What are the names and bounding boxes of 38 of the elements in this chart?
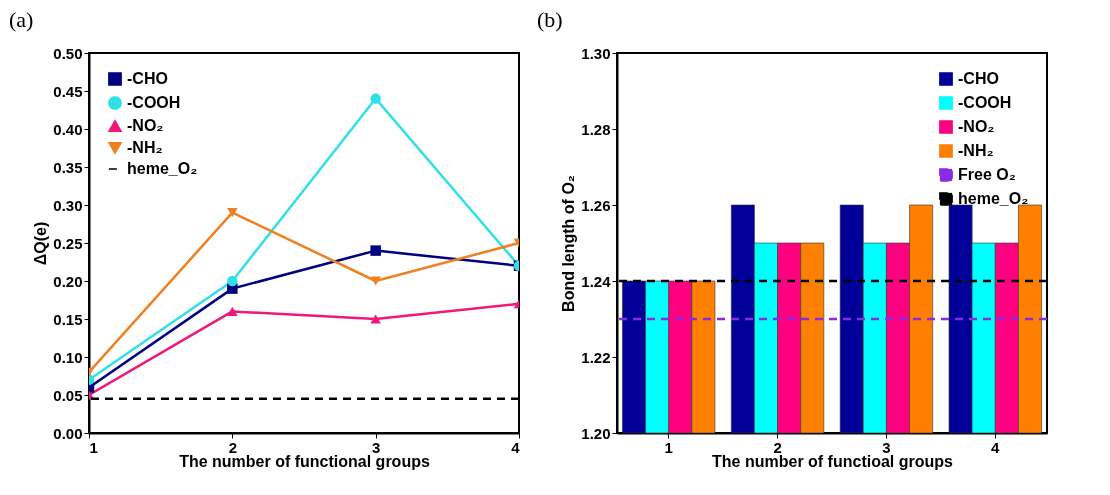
legend-label: -NO₂ bbox=[958, 118, 995, 135]
y-tick-label: 0.35 bbox=[53, 158, 83, 176]
y-tick-label: 1.26 bbox=[581, 196, 611, 214]
y-tick-label: 0.00 bbox=[53, 424, 83, 442]
y-tick-label: 1.28 bbox=[581, 120, 611, 138]
legend-label: -COOH bbox=[127, 94, 181, 111]
legend-label: -CHO bbox=[958, 70, 999, 87]
y-tick-label: 0.30 bbox=[53, 196, 83, 214]
legend-label: -NH₂ bbox=[958, 142, 994, 159]
y-tick-label: 1.22 bbox=[581, 348, 611, 366]
y-tick-label: 0.40 bbox=[53, 120, 83, 138]
x-tick-label: 4 bbox=[991, 438, 1001, 456]
legend-label: heme_O₂ bbox=[127, 160, 198, 177]
legend-label: -CHO bbox=[127, 70, 168, 87]
y-tick-label: 0.05 bbox=[53, 386, 83, 404]
y-tick-label: 0.45 bbox=[53, 82, 83, 100]
y-tick-label: 0.20 bbox=[53, 272, 83, 290]
y-tick-label: 0.15 bbox=[53, 310, 83, 328]
legend-label: -NH₂ bbox=[127, 139, 163, 156]
legend-label: -NO₂ bbox=[127, 117, 164, 134]
y-tick-label: 1.24 bbox=[581, 272, 612, 290]
y-tick-label: 0.10 bbox=[53, 348, 83, 366]
y-axis-title: Bond length of O₂ bbox=[560, 175, 578, 312]
chart-title: (b) bbox=[537, 7, 563, 32]
legend-label: Free O₂ bbox=[958, 166, 1016, 183]
x-tick-label: 1 bbox=[664, 438, 673, 456]
x-tick-label: 4 bbox=[511, 438, 521, 456]
y-axis-title: ΔQ(e) bbox=[32, 221, 50, 266]
y-tick-label: 1.30 bbox=[581, 44, 611, 62]
y-tick-label: 0.50 bbox=[53, 44, 83, 62]
y-tick-label: 0.25 bbox=[53, 234, 83, 252]
y-tick-label: 1.20 bbox=[581, 424, 611, 442]
legend-label: -COOH bbox=[958, 94, 1012, 111]
chart-title: (a) bbox=[9, 7, 34, 32]
point bbox=[227, 275, 238, 287]
point bbox=[370, 93, 381, 104]
legend-label: heme_O₂ bbox=[958, 190, 1029, 207]
x-tick-label: 1 bbox=[89, 438, 98, 456]
